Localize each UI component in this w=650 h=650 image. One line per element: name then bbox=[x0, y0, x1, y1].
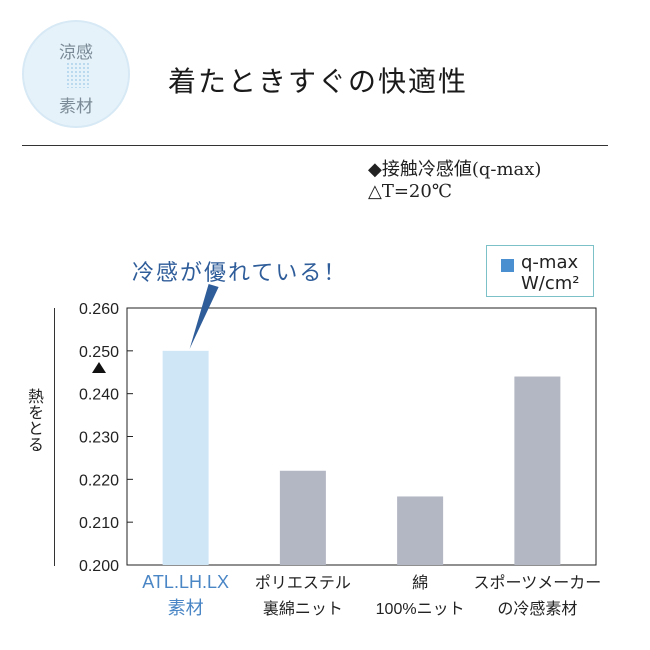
y-axis-label: 熱をとる bbox=[25, 388, 44, 452]
legend-unit: W/cm² bbox=[521, 273, 580, 294]
x-category-label: 裏綿ニット bbox=[263, 599, 343, 618]
x-category-label: 綿 bbox=[412, 574, 428, 592]
ylabel-bracket-line bbox=[54, 308, 55, 566]
cool-material-badge: 涼感 素材 bbox=[22, 20, 130, 128]
y-tick-label: 0.210 bbox=[79, 515, 119, 532]
x-category-label: ポリエステル bbox=[255, 574, 351, 592]
y-tick-label: 0.250 bbox=[79, 344, 119, 361]
bar bbox=[162, 350, 209, 565]
legend-series-name: q-max bbox=[521, 252, 579, 273]
x-category-label: 100%ニット bbox=[376, 601, 465, 618]
chart-legend: q-max W/cm² bbox=[486, 245, 594, 297]
x-category-label: の冷感素材 bbox=[497, 600, 577, 618]
y-tick-label: 0.230 bbox=[79, 430, 119, 447]
y-tick-label: 0.240 bbox=[79, 387, 119, 404]
page-title: 着たときすぐの快適性 bbox=[168, 65, 469, 98]
bar bbox=[514, 376, 561, 565]
x-category-label: 素材 bbox=[168, 598, 204, 618]
bar bbox=[397, 496, 444, 565]
up-triangle-icon bbox=[92, 362, 106, 373]
badge-top-text: 涼感 bbox=[59, 43, 93, 63]
callout-text: 冷感が優れている！ bbox=[132, 261, 348, 286]
badge-dot-pattern bbox=[66, 62, 90, 88]
condition-note: △T=20℃ bbox=[368, 181, 452, 202]
callout-pointer bbox=[189, 284, 219, 349]
measure-note: ◆接触冷感値(q-max) bbox=[368, 159, 542, 180]
x-category-label: ATL.LH.LX bbox=[142, 572, 229, 592]
legend-swatch bbox=[501, 259, 514, 272]
title-divider bbox=[22, 145, 608, 146]
y-tick-label: 0.200 bbox=[79, 558, 119, 575]
bar bbox=[279, 470, 326, 565]
y-tick-label: 0.220 bbox=[79, 472, 119, 489]
x-category-label: スポーツメーカー bbox=[474, 574, 602, 592]
badge-bottom-text: 素材 bbox=[59, 97, 93, 117]
y-tick-label: 0.260 bbox=[79, 301, 119, 318]
